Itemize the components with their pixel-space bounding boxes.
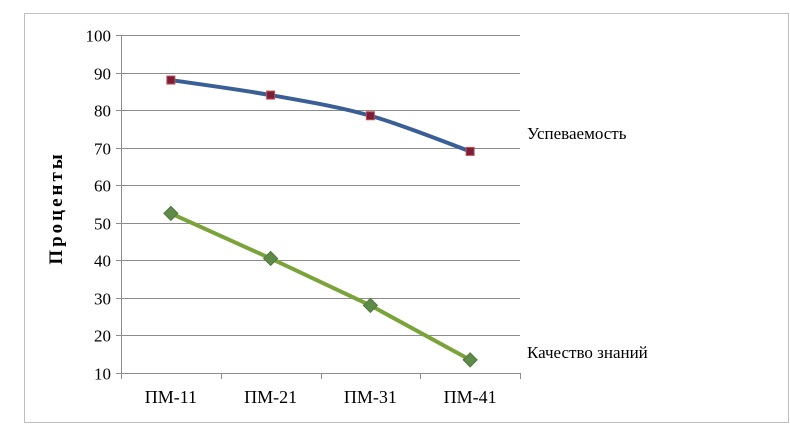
series-2-point-ПМ-31 — [362, 297, 379, 314]
y-tick-label-70: 70 — [94, 140, 111, 159]
x-tick-label-ПМ-11: ПМ-11 — [145, 387, 197, 407]
series-2-point-ПМ-21 — [262, 250, 279, 267]
axes — [116, 35, 521, 379]
series-1-point-ПМ-11 — [166, 75, 176, 85]
series-2-point-ПМ-11 — [163, 205, 179, 222]
y-tick-label-10: 10 — [94, 365, 111, 384]
x-tick-label-ПМ-21: ПМ-21 — [244, 387, 297, 407]
series-line-1 — [168, 78, 473, 154]
y-tick-label-60: 60 — [94, 177, 111, 196]
series-label-1: Успеваемость — [527, 124, 627, 143]
series-line-2 — [168, 211, 473, 362]
x-tick-label-ПМ-41: ПМ-41 — [444, 387, 497, 407]
y-tick-label-80: 80 — [94, 102, 111, 121]
y-tick-label-20: 20 — [94, 327, 111, 346]
chart-border — [24, 13, 789, 423]
series-label-2: Качество знаний — [527, 343, 648, 362]
series-labels: Успеваемость Качество знаний — [527, 124, 648, 362]
y-tick-label-40: 40 — [94, 252, 111, 271]
y-tick-label-100: 100 — [86, 27, 112, 46]
series-lines — [168, 78, 473, 362]
series-1-point-ПМ-31 — [365, 111, 375, 121]
series-1-point-ПМ-21 — [266, 90, 276, 100]
y-tick-label-50: 50 — [94, 215, 111, 234]
y-tick-labels: 10 20 30 40 50 60 70 80 90 100 — [86, 27, 112, 384]
gridlines — [121, 35, 520, 336]
x-tick-label-ПМ-31: ПМ-31 — [344, 387, 397, 407]
y-axis-title: Проценты — [46, 151, 67, 264]
x-tick-labels: ПМ-11 ПМ-21 ПМ-31 ПМ-41 — [145, 387, 497, 407]
series-1-point-ПМ-41 — [465, 146, 475, 156]
y-tick-label-30: 30 — [94, 290, 111, 309]
series-2-point-ПМ-41 — [462, 352, 478, 368]
series-markers — [163, 75, 478, 368]
y-tick-label-90: 90 — [94, 65, 111, 84]
